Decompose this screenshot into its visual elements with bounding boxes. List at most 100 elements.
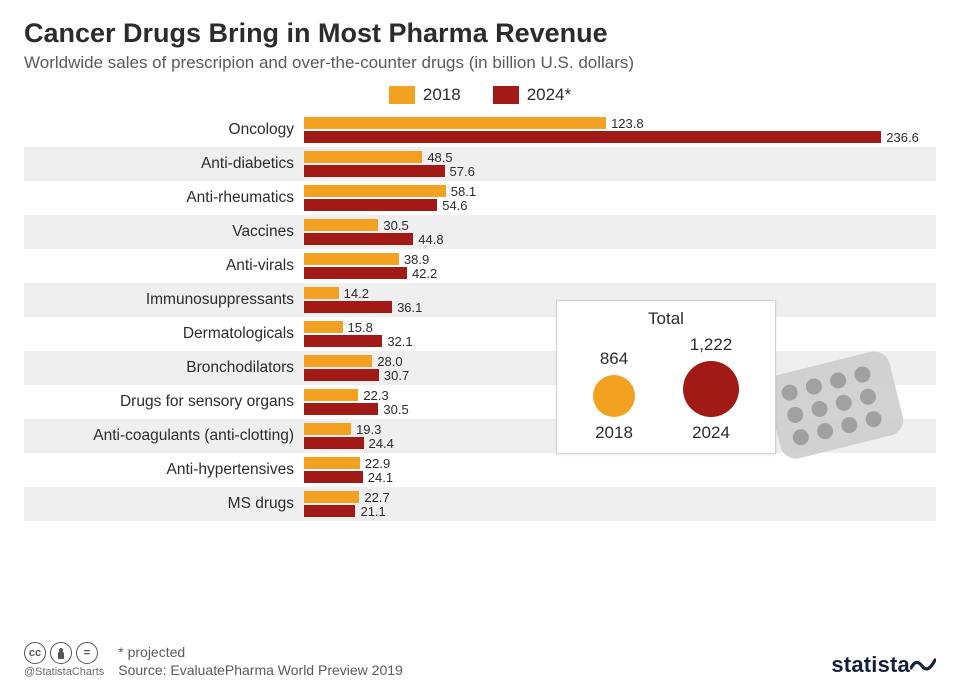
- total-value-2024: 1,222: [683, 335, 739, 355]
- total-circle-2024: [683, 361, 739, 417]
- bar-wrap: 22.7: [304, 491, 936, 503]
- bar-wrap: 14.2: [304, 287, 936, 299]
- statista-wave-icon: [910, 654, 936, 680]
- bar-2018: [304, 491, 359, 503]
- bar-wrap: 44.8: [304, 233, 936, 245]
- bars-cell: 48.5 57.6: [304, 147, 936, 181]
- legend-swatch-2024: [493, 86, 519, 104]
- bar-wrap: 22.9: [304, 457, 936, 469]
- bar-2024: [304, 267, 407, 279]
- bar-2018: [304, 151, 422, 163]
- bar-2024: [304, 437, 364, 449]
- cc-badges: cc =: [24, 642, 104, 664]
- bar-2018: [304, 185, 446, 197]
- legend-label-2024: 2024*: [527, 85, 571, 105]
- value-label: 24.1: [368, 470, 393, 485]
- footer-left: cc = @StatistaCharts: [24, 642, 104, 678]
- value-label: 21.1: [360, 504, 385, 519]
- category-label: MS drugs: [24, 487, 304, 521]
- bar-2024: [304, 335, 382, 347]
- total-columns: 864 2018 1,222 2024: [569, 335, 763, 443]
- total-year-2018: 2018: [593, 423, 635, 443]
- projected-note: * projected: [118, 644, 831, 660]
- total-value-2018: 864: [593, 349, 635, 369]
- statista-logo: statista: [831, 652, 936, 678]
- statista-handle: @StatistaCharts: [24, 666, 104, 678]
- bar-wrap: 48.5: [304, 151, 936, 163]
- bar-2018: [304, 457, 360, 469]
- value-label: 15.8: [348, 320, 373, 335]
- bars-cell: 30.5 44.8: [304, 215, 936, 249]
- bar-2018: [304, 287, 339, 299]
- chart-row: Dermatologicals 15.8 32.1: [24, 317, 936, 351]
- bar-2024: [304, 199, 437, 211]
- bar-2024: [304, 505, 355, 517]
- bars-cell: 22.721.1: [304, 487, 936, 521]
- value-label: 30.7: [384, 368, 409, 383]
- footer-center: * projected Source: EvaluatePharma World…: [104, 644, 831, 678]
- value-label: 42.2: [412, 266, 437, 281]
- bar-wrap: 57.6: [304, 165, 936, 177]
- value-label: 22.7: [364, 490, 389, 505]
- category-label: Anti-coagulants (anti-clotting): [24, 419, 304, 453]
- total-col-2024: 1,222 2024: [683, 335, 739, 443]
- bars-cell: 38.942.2: [304, 249, 936, 283]
- category-label: Anti-hypertensives: [24, 453, 304, 487]
- value-label: 58.1: [451, 184, 476, 199]
- bar-wrap: 38.9: [304, 253, 936, 265]
- total-col-2018: 864 2018: [593, 349, 635, 443]
- category-label: Immunosuppressants: [24, 283, 304, 317]
- bar-2024: [304, 403, 378, 415]
- bar-wrap: 236.6: [304, 131, 936, 143]
- total-year-2024: 2024: [683, 423, 739, 443]
- chart-row: Anti-rheumatics58.154.6: [24, 181, 936, 215]
- bar-2024: [304, 131, 881, 143]
- chart-row: Anti-virals38.942.2: [24, 249, 936, 283]
- footer: cc = @StatistaCharts * projected Source:…: [24, 642, 936, 678]
- bar-2024: [304, 165, 445, 177]
- bars-cell: 22.924.1: [304, 453, 936, 487]
- bar-wrap: 54.6: [304, 199, 936, 211]
- category-label: Oncology: [24, 113, 304, 147]
- category-label: Dermatologicals: [24, 317, 304, 351]
- bar-2024: [304, 301, 392, 313]
- value-label: 123.8: [611, 116, 644, 131]
- value-label: 38.9: [404, 252, 429, 267]
- total-circle-2018: [593, 375, 635, 417]
- by-icon: [50, 642, 72, 664]
- bar-wrap: 123.8: [304, 117, 936, 129]
- value-label: 54.6: [442, 198, 467, 213]
- value-label: 32.1: [387, 334, 412, 349]
- chart-row: Vaccines 30.5 44.8: [24, 215, 936, 249]
- value-label: 30.5: [383, 218, 408, 233]
- legend-label-2018: 2018: [423, 85, 461, 105]
- bar-2018: [304, 117, 606, 129]
- value-label: 30.5: [383, 402, 408, 417]
- bars-cell: 58.154.6: [304, 181, 936, 215]
- bar-2018: [304, 423, 351, 435]
- bar-wrap: 58.1: [304, 185, 936, 197]
- value-label: 44.8: [418, 232, 443, 247]
- bar-wrap: 21.1: [304, 505, 936, 517]
- legend: 2018 2024*: [24, 85, 936, 105]
- value-label: 24.4: [369, 436, 394, 451]
- legend-item-2024: 2024*: [493, 85, 571, 105]
- chart-row: MS drugs22.721.1: [24, 487, 936, 521]
- source-line: Source: EvaluatePharma World Preview 201…: [118, 662, 831, 678]
- value-label: 19.3: [356, 422, 381, 437]
- value-label: 236.6: [886, 130, 919, 145]
- bar-2024: [304, 471, 363, 483]
- category-label: Anti-rheumatics: [24, 181, 304, 215]
- category-label: Vaccines: [24, 215, 304, 249]
- bar-2024: [304, 369, 379, 381]
- chart-row: Immunosuppressants14.236.1: [24, 283, 936, 317]
- bar-2018: [304, 321, 343, 333]
- chart-row: Anti-diabetics48.557.6: [24, 147, 936, 181]
- total-box: Total 864 2018 1,222 2024: [556, 300, 776, 454]
- category-label: Drugs for sensory organs: [24, 385, 304, 419]
- chart-row: Oncology 123.8 236.6: [24, 113, 936, 147]
- bar-2018: [304, 253, 399, 265]
- nd-icon: =: [76, 642, 98, 664]
- total-title: Total: [569, 309, 763, 329]
- value-label: 28.0: [377, 354, 402, 369]
